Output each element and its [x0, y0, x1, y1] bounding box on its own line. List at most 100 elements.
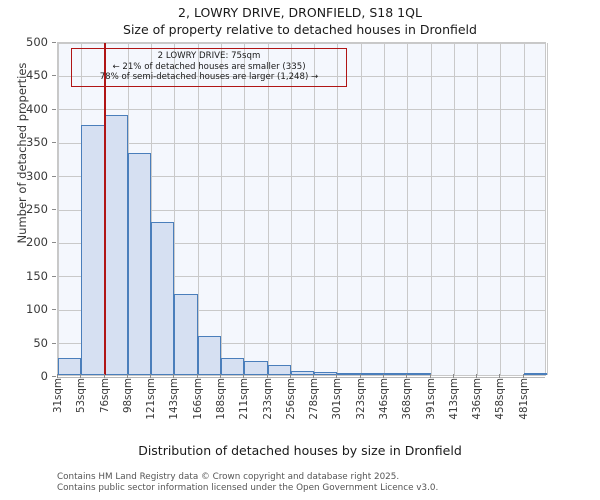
gridline-vertical	[268, 43, 269, 375]
y-axis-tick-label: 400	[26, 101, 48, 116]
gridline-vertical	[524, 43, 525, 375]
x-axis-tick-mark	[80, 374, 81, 378]
y-axis-tick-mark	[52, 309, 56, 310]
gridline-vertical	[221, 43, 222, 375]
x-axis-tick-label: 143sqm	[168, 378, 181, 420]
x-axis-tick-label: 301sqm	[331, 378, 344, 420]
y-axis-label: Number of detached properties	[15, 62, 29, 244]
x-axis-tick-mark	[220, 374, 221, 378]
gridline-vertical	[477, 43, 478, 375]
gridline-horizontal	[58, 75, 545, 77]
y-axis-tick-label: 100	[26, 302, 48, 317]
x-axis-tick-label: 278sqm	[308, 378, 321, 420]
x-axis-tick-mark	[313, 374, 314, 378]
gridline-vertical	[407, 43, 408, 375]
x-axis-tick-label: 481sqm	[517, 378, 530, 420]
y-axis-tick-label: 300	[26, 168, 48, 183]
y-axis-tick-mark	[52, 376, 56, 377]
gridline-horizontal	[58, 276, 545, 278]
gridline-horizontal	[58, 109, 545, 111]
bar	[361, 373, 384, 375]
x-axis-tick-label: 233sqm	[261, 378, 274, 420]
y-axis-tick-mark	[52, 343, 56, 344]
bar	[291, 371, 314, 375]
x-axis-tick-label: 391sqm	[424, 378, 437, 420]
annotation-box: 2 LOWRY DRIVE: 75sqm ← 21% of detached h…	[71, 48, 347, 87]
footer-attribution: Contains HM Land Registry data © Crown c…	[57, 472, 597, 493]
y-axis-tick-label: 350	[26, 135, 48, 150]
y-axis-tick-mark	[52, 142, 56, 143]
y-axis-tick-label: 50	[33, 335, 48, 350]
gridline-horizontal	[58, 42, 545, 44]
bar	[198, 335, 221, 375]
y-axis-tick-mark	[52, 242, 56, 243]
x-axis-tick-label: 53sqm	[75, 378, 88, 414]
bar-series	[58, 43, 547, 375]
property-marker-line	[104, 43, 106, 375]
x-axis-tick-mark	[197, 374, 198, 378]
x-axis-tick-label: 76sqm	[98, 378, 111, 414]
bar	[58, 357, 81, 375]
x-axis-tick-label: 458sqm	[494, 378, 507, 420]
x-axis-tick-label: 166sqm	[191, 378, 204, 420]
x-axis-tick-mark	[406, 374, 407, 378]
x-axis-tick-label: 323sqm	[354, 378, 367, 420]
page-title: 2, LOWRY DRIVE, DRONFIELD, S18 1QL	[178, 5, 422, 20]
y-axis-tick-label: 0	[40, 369, 48, 383]
bar	[128, 153, 151, 375]
bar	[221, 357, 244, 375]
x-axis-tick-mark	[150, 374, 151, 378]
x-axis-tick-label: 413sqm	[447, 378, 460, 420]
x-axis-tick-mark	[430, 374, 431, 378]
gridline-horizontal	[58, 142, 545, 144]
annotation-line-3: 78% of semi-detached houses are larger (…	[99, 72, 319, 83]
x-axis-tick-mark	[104, 374, 105, 378]
bar	[174, 293, 198, 375]
x-axis-tick-mark	[127, 374, 128, 378]
x-axis: 31sqm 53sqm 76sqm 98sqm 121sqm 143sqm 166sqm 18…	[52, 374, 546, 438]
gridline-vertical	[547, 43, 548, 375]
y-axis-tick-label: 500	[26, 35, 48, 49]
y-axis-tick-mark	[52, 75, 56, 76]
gridline-horizontal	[58, 309, 545, 311]
x-axis-tick-label: 436sqm	[471, 378, 484, 420]
x-axis-tick-mark	[57, 374, 58, 378]
footer-line-2: Contains public sector information licen…	[57, 482, 439, 493]
y-axis-tick-mark	[52, 209, 56, 210]
gridline-vertical	[198, 43, 199, 375]
gridline-vertical	[361, 43, 362, 375]
gridline-horizontal	[58, 343, 545, 345]
x-axis-tick-label: 211sqm	[238, 378, 251, 420]
bar	[524, 373, 547, 375]
x-axis-tick-mark	[267, 374, 268, 378]
chart-subtitle: Size of property relative to detached ho…	[123, 22, 477, 37]
bar	[81, 124, 105, 375]
x-axis-tick-mark	[336, 374, 337, 378]
gridline-vertical	[314, 43, 315, 375]
y-axis-tick-mark	[52, 109, 56, 110]
x-axis-tick-label: 368sqm	[401, 378, 414, 420]
x-axis-tick-mark	[360, 374, 361, 378]
gridline-vertical	[337, 43, 338, 375]
annotation-line-2: ← 21% of detached houses are smaller (33…	[112, 61, 306, 72]
y-axis-tick-mark	[52, 176, 56, 177]
bar	[244, 360, 268, 375]
y-axis-tick-label: 200	[26, 235, 48, 250]
y-axis-tick-label: 450	[26, 68, 48, 83]
bar	[151, 222, 174, 375]
gridline-vertical	[151, 43, 152, 375]
x-axis-tick-label: 121sqm	[145, 378, 158, 420]
y-axis-tick-mark	[52, 42, 56, 43]
x-axis-tick-mark	[290, 374, 291, 378]
y-axis: 0 50 100 150 200 250 300 350 400 450 500	[0, 35, 56, 383]
gridline-vertical	[58, 43, 59, 375]
bar	[314, 372, 337, 375]
y-axis-tick-mark	[52, 276, 56, 277]
bar	[407, 373, 431, 375]
bar	[268, 364, 291, 375]
x-axis-tick-label: 98sqm	[121, 378, 134, 414]
y-axis-tick-label: 250	[26, 202, 48, 216]
gridline-vertical	[431, 43, 432, 375]
gridline-vertical	[174, 43, 175, 375]
